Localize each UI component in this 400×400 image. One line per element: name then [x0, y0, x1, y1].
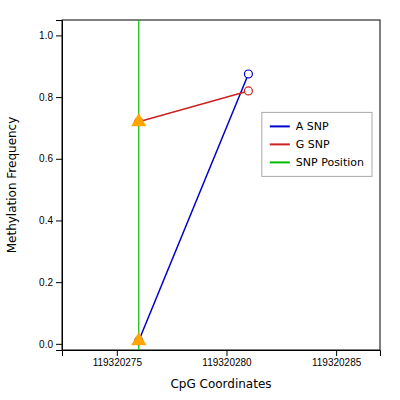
plot-frame [62, 20, 380, 350]
legend-swatch [270, 125, 290, 127]
chart: 1193202751193202801193202850.00.20.40.60… [0, 0, 400, 400]
y-tick: 0.2 [39, 277, 62, 288]
y-axis-title: Methylation Frequency [5, 117, 19, 254]
tick-label: 0.0 [39, 339, 53, 350]
legend-label: SNP Position [296, 156, 364, 169]
y-tick: 0.6 [39, 153, 62, 164]
plot-area [132, 20, 253, 350]
y-tick: 0.0 [39, 339, 62, 350]
legend-box [262, 112, 372, 176]
tick-label: 0.2 [39, 277, 53, 288]
y-tick: 0.4 [39, 215, 62, 226]
legend-label: A SNP [296, 120, 329, 133]
tick-label: 119320280 [202, 357, 252, 368]
y-axis: 0.0 0.2 0.4 0.6 0.8 1.0 [39, 21, 62, 351]
tick-label: 119320275 [93, 357, 143, 368]
point-marker [244, 70, 252, 78]
axis-domain [63, 351, 381, 357]
tick-mark [56, 35, 62, 36]
x-tick: 119320285 [312, 350, 362, 368]
tick-label: 119320285 [312, 357, 362, 368]
legend-item: A SNP [270, 120, 329, 133]
y-tick: 0.8 [39, 92, 62, 103]
vertical-line [138, 20, 139, 350]
tick-label: 0.6 [39, 153, 53, 164]
axis-domain [56, 21, 63, 351]
legend-item: SNP Position [270, 156, 364, 169]
series-line [139, 74, 249, 341]
legend-swatch [270, 161, 290, 163]
tick-mark [117, 350, 118, 356]
tick-mark [56, 220, 62, 221]
tick-mark [336, 350, 337, 356]
series-line [139, 91, 249, 122]
y-tick: 1.0 [39, 30, 62, 41]
legend-swatch [270, 143, 290, 145]
tick-mark [226, 350, 227, 356]
x-tick: 119320275 [93, 350, 143, 368]
tick-mark [56, 344, 62, 345]
legend-item: G SNP [270, 138, 330, 151]
highlight-marker [132, 332, 146, 344]
legend: A SNP G SNP SNP Position [262, 112, 372, 176]
tick-label: 0.4 [39, 215, 53, 226]
legend-label: G SNP [296, 138, 330, 151]
tick-mark [56, 282, 62, 283]
x-axis-title: CpG Coordinates [170, 377, 271, 391]
tick-mark [56, 159, 62, 160]
x-tick: 119320280 [202, 350, 252, 368]
tick-label: 0.8 [39, 92, 53, 103]
highlight-marker [132, 113, 146, 125]
tick-mark [56, 97, 62, 98]
x-axis: 119320275 119320280 119320285 [63, 350, 381, 368]
tick-label: 1.0 [39, 30, 53, 41]
point-marker [244, 87, 252, 95]
